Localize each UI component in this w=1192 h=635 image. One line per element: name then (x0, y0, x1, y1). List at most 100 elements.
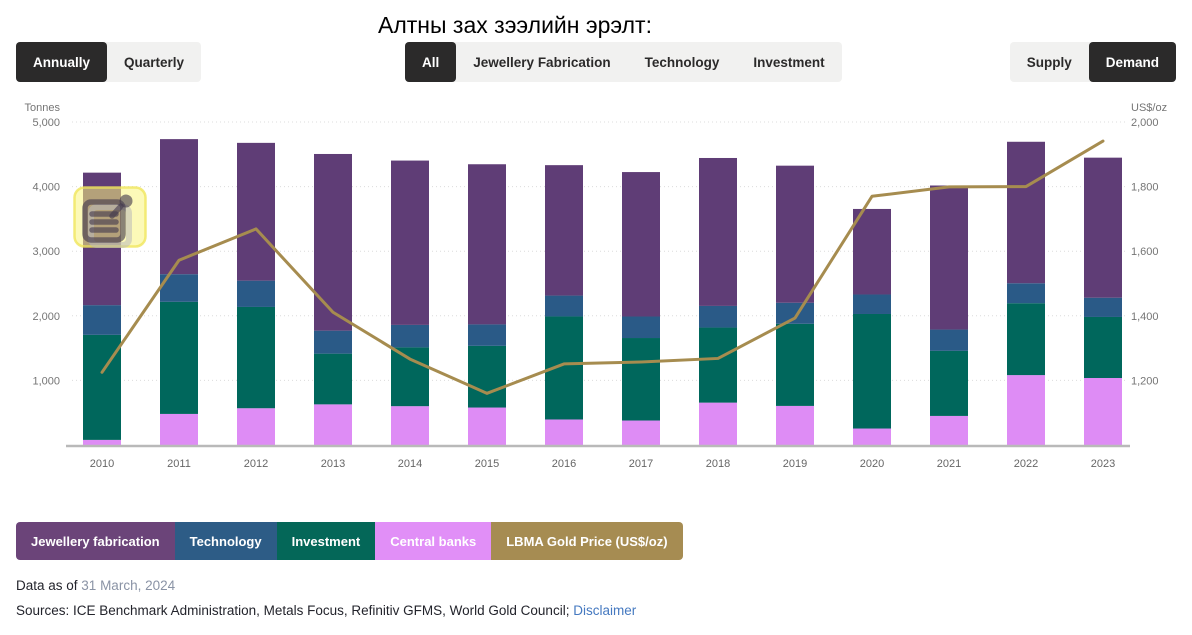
page-title: Алтны зах зээлийн эрэлт: (378, 12, 652, 38)
left-tick-label: 5,000 (32, 117, 60, 129)
sources-text: Sources: ICE Benchmark Administration, M… (16, 603, 574, 618)
tab-technology[interactable]: Technology (628, 42, 737, 82)
x-axis-label: 2021 (937, 458, 961, 470)
bar-segment-2018-jewellery-fabrication (699, 157, 737, 306)
bar-segment-2016-technology (545, 295, 583, 317)
right-tick-label: 1,800 (1131, 182, 1159, 194)
x-axis-label: 2016 (552, 458, 576, 470)
bar-segment-2014-technology (391, 324, 429, 348)
bar-segment-2019-investment (776, 323, 814, 406)
bar-segment-2017-technology (622, 316, 660, 339)
bar-segment-2012-jewellery-fabrication (237, 142, 275, 281)
bar-segment-2017-central-banks (622, 420, 660, 445)
tab-all[interactable]: All (405, 42, 457, 82)
bar-segment-2019-technology (776, 302, 814, 324)
legend-item-central-banks[interactable]: Central banks (375, 522, 492, 560)
bar-segment-2021-jewellery-fabrication (930, 185, 968, 330)
bar-segment-2020-central-banks (853, 428, 891, 445)
bar-segment-2011-central-banks (160, 413, 198, 445)
toggle-demand[interactable]: Demand (1088, 42, 1176, 82)
tab-jewellery-fabrication[interactable]: Jewellery Fabrication (456, 42, 627, 82)
bar-segment-2021-investment (930, 350, 968, 416)
x-axis-label: 2010 (90, 458, 114, 470)
bar-segment-2014-investment (391, 347, 429, 407)
bar-segment-2022-jewellery-fabrication (1007, 141, 1045, 284)
bar-segment-2013-jewellery-fabrication (314, 153, 352, 331)
legend-item-investment[interactable]: Investment (276, 522, 376, 560)
bar-segment-2015-jewellery-fabrication (468, 164, 506, 325)
supply-demand-toggle-group: Supply Demand (1009, 42, 1176, 82)
x-axis-label: 2023 (1091, 458, 1115, 470)
right-tick-label: 1,400 (1131, 311, 1159, 323)
x-axis-label: 2011 (167, 458, 191, 470)
bar-segment-2010-central-banks (83, 439, 121, 445)
category-toggle-group: All Jewellery Fabrication Technology Invest… (405, 42, 842, 82)
x-axis-label: 2012 (244, 458, 268, 470)
x-axis-label: 2013 (321, 458, 345, 470)
bar-segment-2011-jewellery-fabrication (160, 139, 198, 275)
bar-segment-2023-jewellery-fabrication (1084, 157, 1122, 298)
bar-segment-2019-central-banks (776, 405, 814, 445)
bar-segment-2013-technology (314, 330, 352, 354)
bar-segment-2015-technology (468, 324, 506, 346)
bar-segment-2017-jewellery-fabrication (622, 172, 660, 317)
toggle-annually[interactable]: Annually (16, 42, 108, 82)
data-as-of-label: Data as of (16, 578, 82, 593)
bar-segment-2010-technology (83, 305, 121, 335)
right-axis-unit: US$/oz (1131, 102, 1167, 114)
bar-segment-2013-central-banks (314, 404, 352, 445)
bar-segment-2020-jewellery-fabrication (853, 208, 891, 295)
bar-segment-2015-central-banks (468, 407, 506, 445)
toggle-supply[interactable]: Supply (1010, 42, 1089, 82)
x-axis-label: 2018 (706, 458, 730, 470)
bar-segment-2022-central-banks (1007, 375, 1045, 445)
bar-segment-2022-technology (1007, 283, 1045, 304)
bar-segment-2014-central-banks (391, 406, 429, 445)
x-axis-label: 2015 (475, 458, 499, 470)
frequency-toggle-group: Annually Quarterly (16, 42, 202, 82)
right-tick-label: 1,200 (1131, 375, 1159, 387)
bar-segment-2018-investment (699, 327, 737, 403)
bar-segment-2020-technology (853, 294, 891, 314)
x-axis-label: 2022 (1014, 458, 1038, 470)
bar-segment-2019-jewellery-fabrication (776, 165, 814, 303)
clipboard-pin-icon (73, 186, 147, 248)
bar-segment-2016-central-banks (545, 419, 583, 445)
left-tick-label: 3,000 (32, 246, 60, 258)
bar-segment-2023-technology (1084, 297, 1122, 317)
data-as-of: Data as of 31 March, 2024 (16, 578, 175, 593)
bar-segment-2023-central-banks (1084, 378, 1122, 445)
bar-segment-2012-central-banks (237, 408, 275, 445)
x-axis-label: 2017 (629, 458, 653, 470)
x-axis-label: 2020 (860, 458, 884, 470)
bar-segment-2017-investment (622, 338, 660, 421)
data-as-of-value: 31 March, 2024 (81, 578, 176, 593)
legend-item-lbma-gold-price-us-oz-[interactable]: LBMA Gold Price (US$/oz) (491, 522, 683, 560)
legend: Jewellery fabrication Technology Investmen… (16, 522, 683, 560)
x-axis-label: 2019 (783, 458, 807, 470)
bar-segment-2013-investment (314, 353, 352, 405)
legend-item-technology[interactable]: Technology (174, 522, 277, 560)
left-tick-label: 1,000 (32, 375, 60, 387)
sources-line: Sources: ICE Benchmark Administration, M… (16, 603, 636, 618)
left-tick-label: 4,000 (32, 182, 60, 194)
bar-segment-2018-technology (699, 305, 737, 328)
bar-segment-2023-investment (1084, 316, 1122, 379)
right-tick-label: 1,600 (1131, 246, 1159, 258)
left-axis-unit: Tonnes (25, 102, 61, 114)
bar-segment-2016-jewellery-fabrication (545, 165, 583, 296)
toggle-quarterly[interactable]: Quarterly (107, 42, 201, 82)
bar-segment-2020-investment (853, 313, 891, 429)
bar-segment-2015-investment (468, 345, 506, 408)
bar-segment-2021-central-banks (930, 415, 968, 445)
gold-price-line (100, 139, 1105, 395)
legend-item-jewellery-fabrication[interactable]: Jewellery fabrication (16, 522, 175, 560)
x-axis-label: 2014 (398, 458, 422, 470)
bar-segment-2011-investment (160, 301, 198, 414)
tab-investment[interactable]: Investment (736, 42, 841, 82)
disclaimer-link[interactable]: Disclaimer (573, 603, 637, 618)
right-tick-label: 2,000 (1131, 117, 1159, 129)
bar-segment-2018-central-banks (699, 402, 737, 445)
bar-segment-2012-technology (237, 280, 275, 307)
